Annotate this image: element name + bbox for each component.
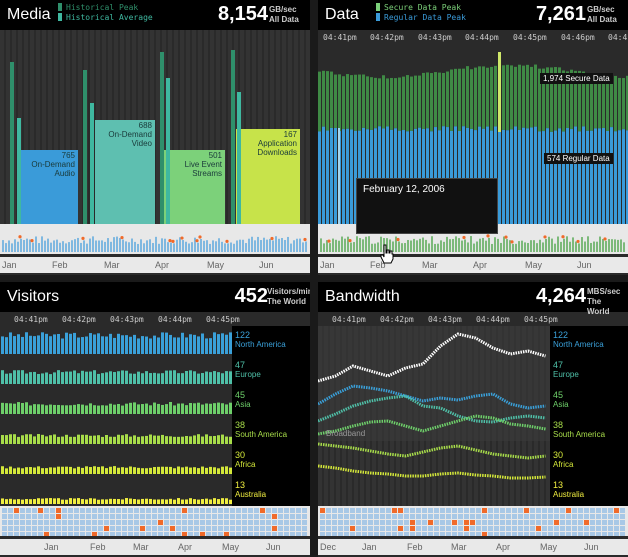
cursor-hand-icon [380, 244, 394, 264]
bandwidth-unit: MBS/sec The World [587, 287, 621, 316]
bandwidth-region-3: 38 South America [553, 420, 606, 439]
visitors-chart [0, 326, 232, 506]
bandwidth-region-5: 13 Australia [553, 480, 585, 499]
visitors-unit: Visitors/min The World [267, 287, 310, 306]
media-chart: 765 On-Demand Audio 688 On-Demand Video 501 Liv… [0, 30, 310, 224]
visitors-time-axis: 04:41pm 04:42pm 04:43pm 04:44pm 04:45pm [14, 315, 240, 324]
media-unit: GB/sec All Data [269, 5, 299, 24]
media-month-axis: Jan Feb Mar Apr May Jun [0, 257, 310, 273]
regular-data-callout: 574 Regular Data [544, 153, 613, 164]
media-block-1 [95, 120, 155, 224]
media-block-label-0: 765 On-Demand Audio [31, 151, 75, 178]
bandwidth-line-5 [318, 464, 546, 480]
bandwidth-region-4: 30 Africa [553, 450, 574, 469]
legend-regular-data-peak: Regular Data Peak [384, 13, 466, 22]
bandwidth-line-4 [318, 442, 546, 460]
data-panel: Data Secure Data Peak Regular Data Peak … [318, 0, 628, 275]
bandwidth-line-1 [318, 384, 546, 410]
data-total: 7,261 [535, 3, 586, 25]
bandwidth-region-2: 45 Asia [553, 390, 569, 409]
media-block-3 [236, 129, 300, 224]
visitors-region-1: 47 Europe [235, 360, 261, 379]
visitors-total: 452 [234, 285, 268, 307]
visitors-region-4: 30 Africa [235, 450, 256, 469]
bandwidth-region-1: 47 Europe [553, 360, 579, 379]
date-tooltip: February 12, 2006 [356, 178, 498, 234]
bandwidth-panel: Bandwidth 4,264 MBS/sec The World 04:41pm… [318, 282, 628, 557]
media-peak-6 [231, 50, 235, 224]
media-block-label-2: 501 Live Event Streams [185, 151, 223, 178]
media-block-2 [163, 150, 225, 224]
bandwidth-line-0 [318, 332, 546, 383]
data-chart [318, 52, 628, 224]
visitors-region-list: 122 North America 47 Europe 45 Asia 38 South Am… [232, 326, 310, 506]
data-unit: GB/sec All Data [587, 5, 617, 24]
bandwidth-region-0: 122 North America [553, 330, 604, 349]
media-peak-2 [83, 70, 87, 224]
broadband-label: Broadband [326, 429, 366, 438]
bandwidth-line-3 [318, 414, 546, 436]
visitors-panel: Visitors 452 Visitors/min The World 04:41… [0, 282, 310, 557]
visitors-region-3: 38 South America [235, 420, 288, 439]
data-overview-strip[interactable] [318, 224, 628, 254]
media-title: Media [7, 6, 51, 23]
data-highlight-bar-blue [338, 128, 340, 224]
media-header: Media Historical Peak Historical Average… [0, 0, 310, 30]
bandwidth-region-list: 122 North America 47 Europe 45 Asia 38 South Am… [550, 326, 628, 506]
media-legend: Historical Peak Historical Average [58, 3, 153, 23]
visitors-month-axis: Jan Feb Mar Apr May Jun [0, 539, 310, 555]
legend-historical-peak: Historical Peak [66, 3, 139, 12]
bandwidth-time-axis: 04:41pm 04:42pm 04:43pm 04:44pm 04:45pm [332, 315, 558, 324]
data-month-axis: Jan Feb Mar Apr May Jun [318, 257, 628, 273]
visitors-region-2: 45 Asia [235, 390, 251, 409]
legend-historical-average: Historical Average [66, 13, 153, 22]
bandwidth-calendar-strip[interactable] [318, 506, 628, 536]
media-peak-4 [160, 52, 164, 224]
secure-data-callout: 1,974 Secure Data [540, 73, 613, 84]
bandwidth-chart [318, 326, 550, 506]
media-peak-5 [166, 78, 170, 224]
media-panel: Media Historical Peak Historical Average… [0, 0, 310, 275]
media-block-label-1: 688 On-Demand Video [108, 121, 152, 148]
data-title: Data [325, 6, 359, 23]
media-peak-0 [10, 62, 14, 224]
bandwidth-month-axis: Dec Jan Feb Mar Apr May Jun [318, 539, 628, 555]
media-block-label-3: 167 Application Downloads [257, 130, 297, 157]
data-time-axis: 04:41pm 04:42pm 04:43pm 04:44pm 04:45pm 04:46… [323, 33, 628, 42]
visitors-calendar-strip[interactable] [0, 506, 310, 536]
visitors-region-0: 122 North America [235, 330, 286, 349]
visitors-title: Visitors [7, 288, 60, 305]
bandwidth-total: 4,264 [535, 285, 586, 307]
data-header: Data Secure Data Peak Regular Data Peak … [318, 0, 628, 30]
data-legend: Secure Data Peak Regular Data Peak [376, 3, 466, 23]
media-peak-3 [90, 103, 94, 224]
data-highlight-bar [498, 52, 501, 132]
bandwidth-header: Bandwidth 4,264 MBS/sec The World [318, 282, 628, 316]
bandwidth-title: Bandwidth [325, 288, 400, 305]
media-total: 8,154 [217, 3, 268, 25]
bandwidth-line-2 [318, 394, 546, 424]
media-peak-1 [17, 118, 21, 224]
visitors-region-5: 13 Australia [235, 480, 267, 499]
media-block-0 [18, 150, 78, 224]
media-overview-strip[interactable] [0, 224, 310, 254]
legend-secure-data-peak: Secure Data Peak [384, 3, 462, 12]
visitors-header: Visitors 452 Visitors/min The World [0, 282, 310, 312]
media-peak-7 [237, 92, 241, 224]
